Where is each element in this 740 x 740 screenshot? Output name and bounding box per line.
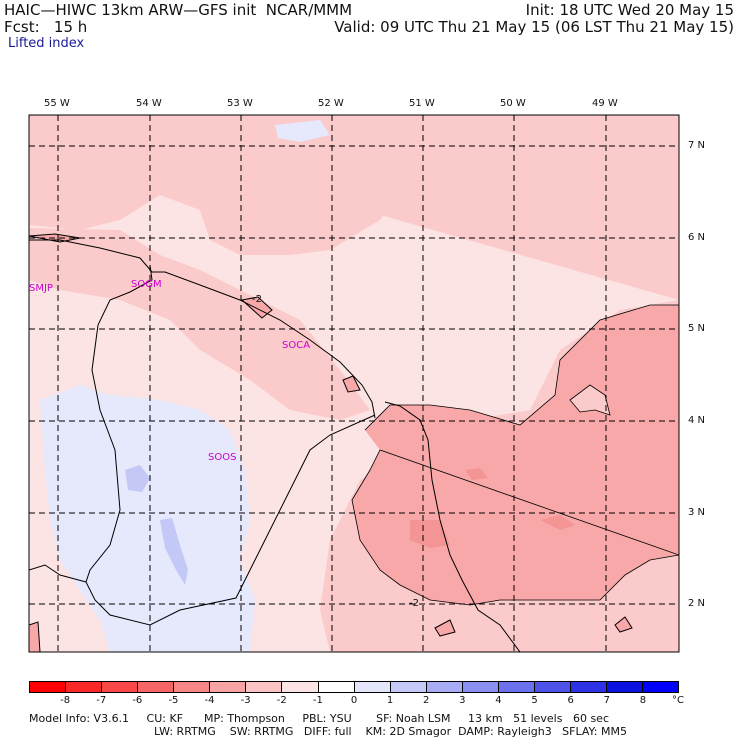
region-light-blue xyxy=(40,385,255,652)
region-red-patch-7 xyxy=(342,375,361,393)
station-smjp: SMJP xyxy=(29,283,53,294)
colorbar-tick-label: 6 xyxy=(567,695,574,706)
colorbar-cell xyxy=(30,682,67,692)
lat-label-7n: 7 N xyxy=(688,140,706,151)
lon-label-54w: 54 W xyxy=(136,98,162,109)
region-red-patch-2 xyxy=(540,515,575,530)
colorbar-tick-label: 0 xyxy=(350,695,358,706)
border-oyapock xyxy=(384,401,521,652)
lat-label-4n: 4 N xyxy=(688,415,706,426)
region-red-patch-1 xyxy=(410,520,450,548)
colorbar-tick-label: -5 xyxy=(168,695,179,706)
colorbar-tick-label: -2 xyxy=(276,695,287,706)
map-frame xyxy=(28,114,680,653)
colorbar-cell xyxy=(390,682,427,692)
region-red-patch-5 xyxy=(614,616,633,633)
region-coastal-strip xyxy=(29,228,370,420)
colorbar-cell xyxy=(607,682,644,692)
colorbar-cell xyxy=(534,682,571,692)
colorbar-cell xyxy=(462,682,499,692)
lon-label-49w: 49 W xyxy=(592,98,618,109)
border-west xyxy=(29,564,87,583)
region-blue-spot-2 xyxy=(160,518,188,585)
region-red-patch-3 xyxy=(465,468,488,480)
border-suriname-french-guiana xyxy=(85,264,376,626)
colorbar-cell xyxy=(102,682,139,692)
lat-label-5n: 5 N xyxy=(688,323,706,334)
colorbar-tick-label: 2 xyxy=(423,695,430,706)
colorbar-tick-label: 4 xyxy=(495,695,502,706)
colorbar-cell xyxy=(498,682,535,692)
region-light-red-north xyxy=(29,115,679,255)
colorbar-cell xyxy=(138,682,175,692)
colorbar-tick-label: 8 xyxy=(639,695,647,706)
contour-label: -2 xyxy=(252,294,262,305)
lat-label-3n: 3 N xyxy=(688,507,706,518)
colorbar-tick-label: -6 xyxy=(132,695,143,706)
station-soos: SOOS xyxy=(208,452,237,463)
colorbar-tick-label: 5 xyxy=(531,695,538,706)
lon-label-53w: 53 W xyxy=(227,98,253,109)
colorbar-tick-label: 7 xyxy=(603,695,610,706)
colorbar-cell xyxy=(210,682,247,692)
colorbar-tick-label: 3 xyxy=(459,695,466,706)
colorbar-cell xyxy=(174,682,211,692)
station-sogm: SOGM xyxy=(131,279,162,290)
colorbar-cell xyxy=(246,682,283,692)
colorbar-cell xyxy=(66,682,103,692)
colorbar-cell xyxy=(282,682,319,692)
colorbar-tick-label: -3 xyxy=(240,695,251,706)
contour-minus-2 xyxy=(351,304,679,606)
model-info-line2: LW: RRTMG SW: RRTMG DIFF: full KM: 2D Sm… xyxy=(154,725,627,738)
lat-label-2n: 2 N xyxy=(688,598,706,609)
colorbar-tick-label: -7 xyxy=(96,695,107,706)
colorbar-tick-label: -4 xyxy=(204,695,215,706)
lon-label-50w: 50 W xyxy=(500,98,526,109)
station-soca: SOCA xyxy=(282,340,311,351)
colorbar-cell xyxy=(643,682,679,692)
region-red-patch-4 xyxy=(434,619,456,637)
colorbar-cell xyxy=(354,682,391,692)
lon-label-55w: 55 W xyxy=(44,98,70,109)
colorbar-tick-label: -1 xyxy=(312,695,323,706)
model-info-line1: Model Info: V3.6.1 CU: KF MP: Thompson P… xyxy=(29,712,609,725)
lon-label-52w: 52 W xyxy=(318,98,344,109)
valid-time: Valid: 09 UTC Thu 21 May 15 (06 LST Thu … xyxy=(334,18,734,36)
colorbar-tick-label: 1 xyxy=(386,695,394,706)
forecast-hour: Fcst: 15 h xyxy=(4,18,88,36)
region-light-blue-north xyxy=(275,120,330,142)
field-name: Lifted index xyxy=(8,36,85,51)
lon-label-51w: 51 W xyxy=(409,98,435,109)
graticule xyxy=(29,115,679,652)
region-blue-spot-1 xyxy=(125,465,150,492)
contour-label: -2 xyxy=(409,598,419,609)
colorbar-cell xyxy=(318,682,355,692)
colorbar xyxy=(29,681,679,693)
model-title: HAIC—HIWC 13km ARW—GFS init NCAR/MMM xyxy=(4,1,353,19)
contour-pocket xyxy=(569,384,611,416)
map-fill-layer xyxy=(29,115,679,652)
init-time: Init: 18 UTC Wed 20 May 15 xyxy=(525,1,734,19)
colorbar-cell xyxy=(570,682,607,692)
colorbar-unit: °C xyxy=(672,695,684,706)
lat-label-6n: 6 N xyxy=(688,232,706,243)
colorbar-tick-label: -8 xyxy=(60,695,71,706)
colorbar-cell xyxy=(426,682,463,692)
coastline xyxy=(29,239,376,419)
region-red-patch-9 xyxy=(29,621,41,652)
